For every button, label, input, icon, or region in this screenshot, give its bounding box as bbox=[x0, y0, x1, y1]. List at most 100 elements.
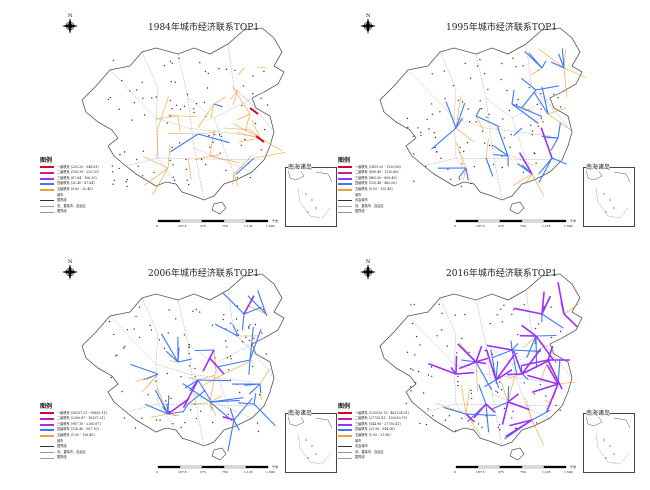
flow-line-orange bbox=[455, 127, 474, 143]
legend-label: 一级联系 (16207.31 - 99859.11) bbox=[57, 410, 107, 415]
legend-label: 四级联系 (20.40 - 87.64) bbox=[57, 181, 95, 186]
flow-line-purple bbox=[563, 313, 578, 328]
city-dot bbox=[180, 376, 182, 378]
city-dot bbox=[414, 354, 416, 356]
city-dot bbox=[415, 335, 418, 338]
legend-swatch bbox=[40, 166, 54, 169]
city-dot bbox=[251, 365, 254, 368]
city-dot bbox=[222, 318, 224, 321]
city-dot bbox=[512, 410, 514, 413]
province-boundary bbox=[485, 97, 503, 201]
city-dot bbox=[242, 85, 245, 87]
city-dot bbox=[414, 381, 417, 384]
city-dot bbox=[499, 428, 501, 431]
legend-extra-item: 省、直辖市、自治区 bbox=[338, 204, 468, 210]
city-dot bbox=[136, 89, 138, 91]
city-dot bbox=[129, 90, 131, 92]
city-dot bbox=[517, 98, 519, 101]
legend-extra-item: 省、直辖市、自治区 bbox=[40, 204, 170, 210]
city-dot bbox=[450, 178, 452, 180]
flow-line-blue bbox=[490, 401, 509, 411]
city-dot bbox=[523, 304, 525, 306]
legend: 图例 一级联系 (120030.75 - 482124.91) 二级联系 (2775… bbox=[338, 404, 468, 461]
scale-unit: 千米 bbox=[570, 464, 576, 469]
city-dot bbox=[123, 417, 126, 419]
legend-swatch bbox=[338, 457, 352, 459]
legend-label: 省、直辖市、自治区 bbox=[355, 203, 384, 208]
city-dot bbox=[185, 168, 188, 170]
province-boundary bbox=[455, 403, 563, 407]
flow-line-purple bbox=[521, 359, 549, 367]
legend: 图例 一级联系 (16207.31 - 99859.11) 二级联系 (2260.8… bbox=[40, 404, 170, 461]
city-dot bbox=[141, 81, 143, 84]
north-arrow-icon: N bbox=[360, 259, 376, 280]
city-dot bbox=[122, 347, 125, 349]
legend-label: 省、直辖市、自治区 bbox=[57, 449, 86, 454]
legend-item: 四级联系 (120.48 - 465.00) bbox=[338, 181, 468, 187]
city-dot bbox=[183, 105, 186, 108]
flow-line-purple bbox=[167, 398, 190, 415]
city-dot bbox=[174, 81, 176, 83]
city-dot bbox=[479, 100, 481, 102]
city-dot bbox=[220, 135, 223, 138]
flow-line-orange bbox=[461, 384, 467, 415]
city-dot bbox=[189, 409, 192, 411]
flow-line-blue bbox=[541, 86, 549, 115]
city-dot bbox=[456, 352, 458, 354]
legend-swatch bbox=[338, 211, 352, 213]
city-dot bbox=[412, 135, 414, 138]
scale-label: 1,125 bbox=[244, 224, 253, 228]
scale-label: 0 bbox=[156, 224, 158, 228]
legend-item: 五级联系 (0.63 - 20.40) bbox=[40, 187, 170, 193]
city-dot bbox=[464, 62, 466, 65]
city-dot bbox=[245, 336, 247, 339]
city-dot bbox=[126, 178, 128, 181]
flow-line-orange bbox=[177, 115, 181, 132]
city-dot bbox=[144, 114, 146, 116]
flow-line-blue bbox=[241, 313, 245, 330]
city-dot bbox=[411, 322, 414, 325]
city-dot bbox=[557, 96, 559, 99]
legend-swatch bbox=[40, 440, 54, 442]
city-dot bbox=[457, 99, 459, 102]
city-dot bbox=[479, 59, 481, 61]
city-dot bbox=[454, 314, 456, 316]
city-dot bbox=[218, 134, 221, 136]
legend-label: 城市 bbox=[355, 438, 362, 443]
city-dot bbox=[235, 318, 238, 320]
city-dot bbox=[446, 345, 448, 347]
legend-label: 四级联系 (21.96 - 544.96) bbox=[355, 427, 395, 432]
map-panel-0: 0 187.5 375 750 1,125 1,500 千米 1984年城市经济联系TOP1 N… bbox=[38, 8, 338, 230]
flow-line-blue bbox=[249, 327, 254, 361]
city-dot bbox=[540, 108, 542, 110]
city-dot bbox=[486, 116, 488, 119]
flow-line-orange bbox=[202, 373, 225, 386]
city-dot bbox=[188, 352, 190, 355]
city-dot bbox=[458, 178, 461, 180]
flow-line-blue bbox=[475, 361, 492, 390]
compass-letter: N bbox=[68, 259, 73, 265]
city-dot bbox=[228, 369, 230, 371]
city-dot bbox=[560, 106, 562, 108]
city-dot bbox=[467, 108, 469, 110]
flow-line-orange bbox=[209, 130, 215, 157]
legend: 图例 一级联系 (220.20 - 548.61) 二级联系 (106.39 - 2… bbox=[40, 158, 170, 215]
city-dot bbox=[167, 332, 169, 334]
flow-line-blue bbox=[227, 419, 235, 452]
flow-line-orange bbox=[557, 381, 577, 385]
scale-label: 187.5 bbox=[476, 224, 485, 228]
legend-swatch bbox=[338, 423, 352, 426]
city-dot bbox=[248, 327, 250, 329]
city-dot bbox=[413, 153, 415, 155]
city-dot bbox=[172, 176, 174, 178]
legend-swatch bbox=[40, 200, 54, 202]
flow-line-blue bbox=[235, 157, 255, 175]
city-dot bbox=[489, 322, 491, 325]
city-dot bbox=[444, 98, 446, 100]
city-dot bbox=[550, 336, 553, 339]
scale-label: 1,500 bbox=[564, 224, 573, 228]
flow-line-orange bbox=[244, 113, 251, 131]
flow-line-purple bbox=[546, 364, 559, 385]
scale-unit: 千米 bbox=[272, 464, 278, 469]
